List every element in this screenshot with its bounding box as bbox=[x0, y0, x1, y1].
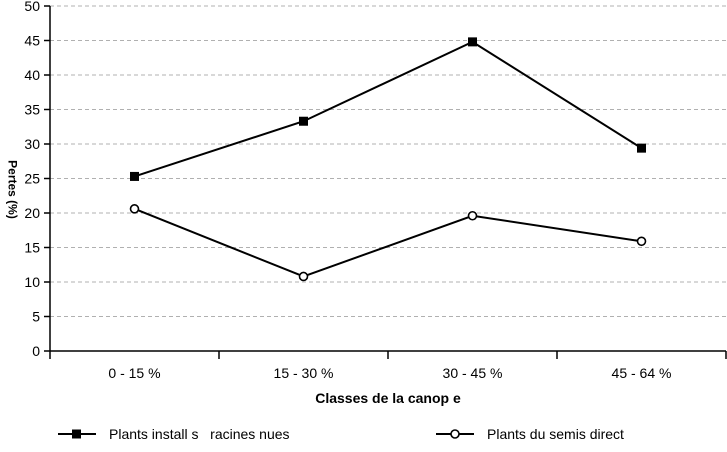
series-line bbox=[134, 40, 643, 178]
y-tick-label: 50 bbox=[24, 0, 40, 14]
y-tick-label: 35 bbox=[24, 102, 40, 118]
x-tick-label: 45 - 64 % bbox=[612, 365, 672, 381]
data-point-circle bbox=[298, 271, 309, 282]
x-tick-label: 0 - 15 % bbox=[108, 365, 160, 381]
legend-item-racines-nues: Plants install s racines nues bbox=[58, 423, 290, 445]
y-tick-label: 5 bbox=[32, 309, 40, 325]
data-point-circle bbox=[129, 204, 140, 214]
x-tick-label: 15 - 30 % bbox=[274, 365, 334, 381]
y-tick-label: 20 bbox=[24, 205, 40, 221]
data-point-circle bbox=[636, 236, 647, 247]
y-tick-label: 40 bbox=[24, 67, 40, 83]
y-tick-label: 15 bbox=[24, 240, 40, 256]
legend-label: Plants install s racines nues bbox=[109, 426, 290, 442]
y-tick-label: 30 bbox=[24, 136, 40, 152]
y-tick-label: 10 bbox=[24, 274, 40, 290]
data-point-square bbox=[637, 143, 646, 153]
series-line bbox=[134, 207, 642, 278]
data-point-square bbox=[130, 171, 139, 181]
x-tick-label: 30 - 45 % bbox=[443, 365, 503, 381]
filled-square-line-icon bbox=[58, 429, 96, 439]
data-point-circle bbox=[467, 210, 478, 221]
x-axis-title: Classes de la canop e bbox=[315, 390, 461, 406]
legend-item-semis-direct: Plants du semis direct bbox=[436, 423, 624, 445]
y-tick-label: 0 bbox=[32, 343, 40, 359]
data-point-square bbox=[468, 37, 477, 47]
y-axis-title: Pertes (%) bbox=[5, 160, 20, 219]
legend: Plants install s racines nues Plants du … bbox=[0, 423, 727, 447]
legend-label: Plants du semis direct bbox=[487, 426, 624, 442]
y-tick-label: 45 bbox=[24, 33, 40, 49]
data-point-square bbox=[299, 116, 308, 126]
plot-area: 0 5 10 15 20 25 30 35 40 45 50 0 - 15 % 15 - 30 % 30 … bbox=[24, 0, 727, 381]
y-tick-label: 25 bbox=[24, 171, 40, 187]
open-circle-line-icon bbox=[436, 429, 474, 439]
